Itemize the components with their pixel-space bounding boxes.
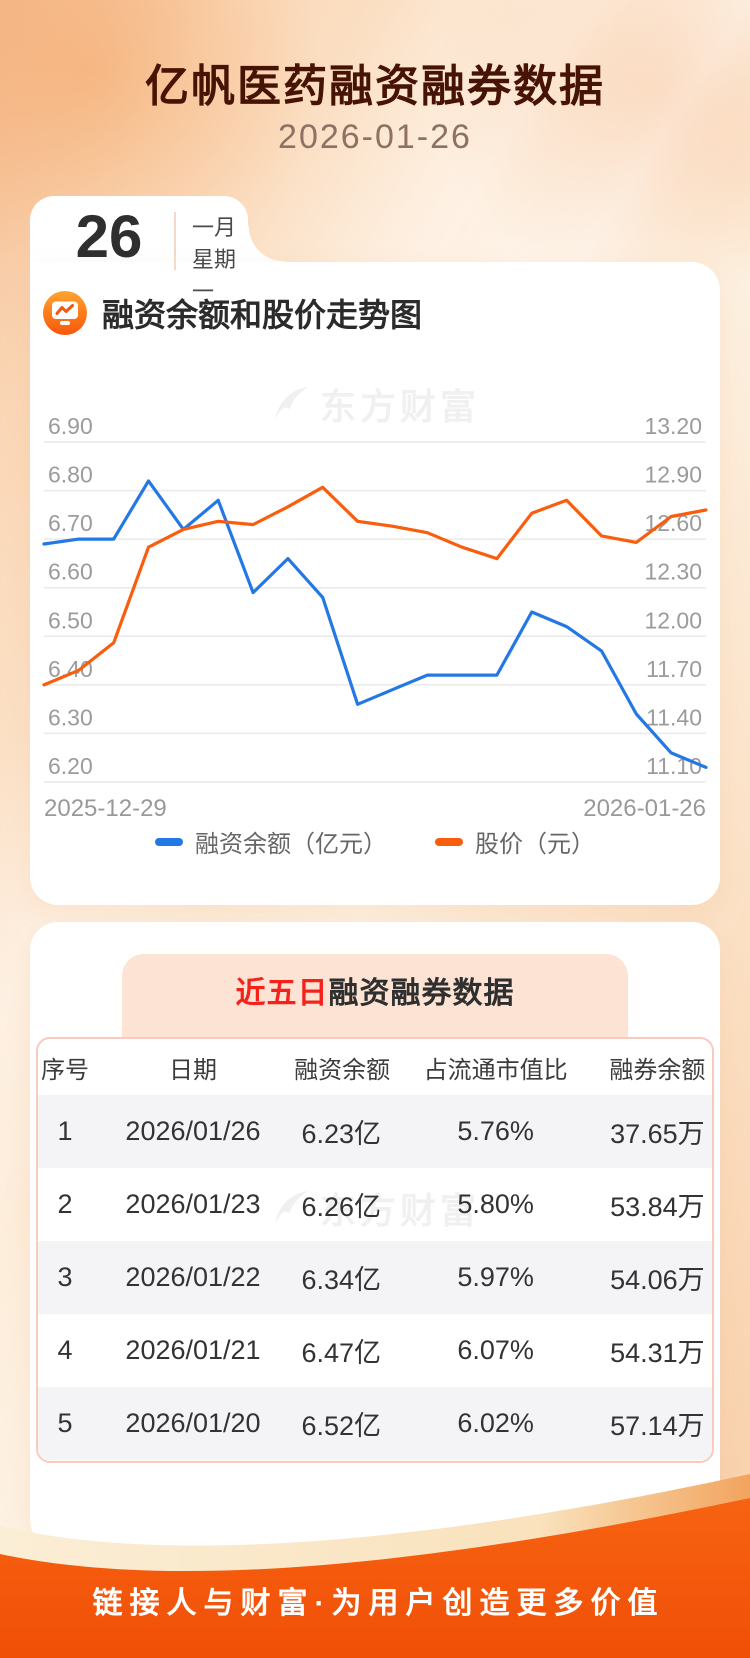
svg-text:11.10: 11.10	[646, 753, 702, 779]
svg-text:6.80: 6.80	[48, 462, 93, 488]
svg-text:6.30: 6.30	[48, 704, 93, 730]
table-cell: 6.26亿	[301, 1192, 382, 1222]
chart-heading-label: 融资余额和股价走势图	[102, 297, 423, 333]
table-cell: 4	[57, 1335, 73, 1365]
table-body: 1 2026/01/26 6.23亿 5.76% 37.65万 2 2026/01/23 6.…	[38, 1095, 712, 1460]
table-cell: 57.14万	[610, 1411, 705, 1441]
table-header-cell: 日期	[169, 1056, 217, 1084]
table-cell: 6.47亿	[301, 1338, 382, 1368]
trend-chart: 6.90 13.20 6.80 12.90 6.70 12.60 6.60 12.30 6.50…	[42, 413, 708, 822]
page-date: 2026-01-26	[278, 118, 472, 156]
svg-text:12.60: 12.60	[644, 510, 702, 536]
table-cell: 2026/01/23	[125, 1189, 261, 1219]
legend-label: 股价（元）	[475, 831, 595, 858]
footer-slogan: 链接人与财富·为用户创造更多价值	[92, 1587, 665, 1620]
margin-data-table: 序号 日期 融资余额 占流通市值比 融券余额 1 2026/01/26 6.23亿 5.76%…	[36, 1037, 714, 1463]
table-cell: 54.31万	[610, 1338, 705, 1368]
date-badge: 26 一月 星期一	[30, 196, 248, 304]
table-title-rest: 融资融券数据	[328, 977, 515, 1010]
table-cell: 54.06万	[610, 1265, 705, 1295]
table-cell: 6.23亿	[301, 1119, 382, 1149]
legend-swatch	[435, 837, 463, 846]
svg-text:6.50: 6.50	[48, 607, 93, 633]
svg-text:12.30: 12.30	[644, 559, 702, 585]
svg-text:13.20: 13.20	[644, 413, 702, 439]
table-cell: 6.34亿	[301, 1265, 382, 1295]
svg-text:2025-12-29: 2025-12-29	[44, 795, 167, 822]
tab-card-fillet	[248, 226, 284, 262]
svg-text:6.60: 6.60	[48, 559, 93, 585]
chart-card	[30, 262, 720, 905]
table-cell: 2	[57, 1189, 73, 1219]
svg-text:6.70: 6.70	[48, 510, 93, 536]
table-cell: 2026/01/21	[125, 1335, 261, 1365]
table-cell: 6.07%	[457, 1335, 534, 1365]
table-cell: 5.97%	[457, 1262, 534, 1292]
legend-label: 融资余额（亿元）	[195, 831, 387, 858]
table-row: 1 2026/01/26 6.23亿 5.76% 37.65万	[38, 1095, 712, 1168]
table-cell: 6.02%	[457, 1408, 534, 1438]
svg-text:6.90: 6.90	[48, 413, 93, 439]
table-cell: 2026/01/22	[125, 1262, 261, 1292]
table-cell: 3	[57, 1262, 73, 1292]
table-cell: 37.65万	[610, 1119, 705, 1149]
legend-item: 融资余额（亿元）	[155, 824, 387, 859]
chart-legend: 融资余额（亿元） 股价（元）	[0, 824, 750, 859]
svg-text:12.00: 12.00	[644, 607, 702, 633]
table-row: 3 2026/01/22 6.34亿 5.97% 54.06万	[38, 1241, 712, 1314]
svg-text:11.40: 11.40	[646, 704, 702, 730]
table-header-row: 序号 日期 融资余额 占流通市值比 融券余额	[38, 1039, 712, 1095]
legend-item: 股价（元）	[435, 824, 595, 859]
table-row: 5 2026/01/20 6.52亿 6.02% 57.14万	[38, 1387, 712, 1460]
table-row: 4 2026/01/21 6.47亿 6.07% 54.31万	[38, 1314, 712, 1387]
svg-text:11.70: 11.70	[646, 656, 702, 682]
table-cell: 6.52亿	[301, 1411, 382, 1441]
table-title-highlight: 近五日	[235, 977, 329, 1010]
table-header-cell: 融券余额	[609, 1056, 706, 1084]
date-day: 26	[75, 203, 143, 270]
table-cell: 5	[57, 1408, 73, 1438]
svg-text:12.90: 12.90	[644, 462, 702, 488]
table-header-cell: 占流通市值比	[423, 1056, 568, 1084]
table-header-cell: 融资余额	[294, 1056, 391, 1084]
date-month: 一月	[192, 215, 237, 240]
table-cell: 1	[57, 1116, 73, 1146]
table-cell: 5.80%	[457, 1189, 534, 1219]
table-row: 2 2026/01/23 6.26亿 5.80% 53.84万	[38, 1168, 712, 1241]
chart-board-icon	[43, 291, 87, 335]
divider	[174, 212, 176, 270]
svg-text:6.20: 6.20	[48, 753, 93, 779]
chart-heading: 融资余额和股价走势图	[42, 290, 422, 336]
svg-text:6.40: 6.40	[48, 656, 93, 682]
table-cell: 2026/01/26	[125, 1116, 261, 1146]
svg-text:2026-01-26: 2026-01-26	[583, 795, 706, 822]
table-cell: 2026/01/20	[125, 1408, 261, 1438]
footer-wave	[0, 1474, 750, 1658]
legend-swatch	[155, 837, 183, 846]
page-title: 亿帆医药融资融券数据	[145, 62, 605, 111]
table-cell: 53.84万	[610, 1192, 705, 1222]
table-cell: 5.76%	[457, 1116, 534, 1146]
table-header-cell: 序号	[40, 1056, 89, 1084]
